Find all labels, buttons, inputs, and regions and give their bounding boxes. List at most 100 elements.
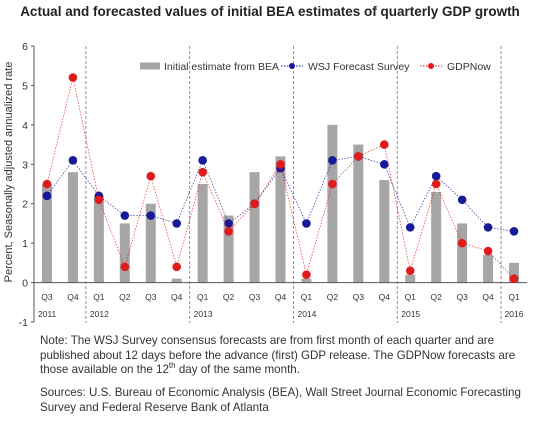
bar xyxy=(275,156,286,283)
y-axis-title: Percent, Seasonally adjusted annualized … xyxy=(3,62,15,283)
year-label: 2014 xyxy=(297,309,316,319)
data-point xyxy=(457,238,467,248)
bar xyxy=(93,195,104,283)
y-tick-label: -1 xyxy=(19,317,28,329)
y-tick-label: 5 xyxy=(22,80,28,92)
x-tick-label: Q1 xyxy=(301,292,313,302)
x-tick-label: Q3 xyxy=(145,292,157,302)
bar xyxy=(197,184,208,283)
x-tick-label: Q4 xyxy=(482,292,494,302)
bar xyxy=(379,180,390,283)
bar xyxy=(483,254,494,283)
data-point xyxy=(146,211,156,220)
x-tick-label: Q1 xyxy=(508,292,520,302)
data-point xyxy=(68,73,78,82)
y-tick-label: 1 xyxy=(22,238,28,250)
legend-label: GDPNow xyxy=(447,61,491,73)
legend-label: WSJ Forecast Survey xyxy=(308,61,410,73)
data-point xyxy=(405,223,415,232)
data-point xyxy=(68,156,78,165)
bar xyxy=(457,223,468,283)
y-tick-label: 2 xyxy=(22,199,28,211)
bar xyxy=(301,278,312,283)
x-tick-label: Q4 xyxy=(275,292,287,302)
data-point xyxy=(379,140,389,149)
year-label: 2011 xyxy=(38,309,57,319)
data-point xyxy=(94,195,104,205)
data-point xyxy=(509,227,519,236)
x-tick-label: Q2 xyxy=(223,292,235,302)
bar xyxy=(119,223,130,283)
data-point xyxy=(224,219,233,228)
data-point xyxy=(328,179,337,189)
year-label: 2012 xyxy=(90,309,109,319)
data-point xyxy=(224,227,233,236)
bar xyxy=(41,184,52,283)
bar xyxy=(171,278,182,283)
bar xyxy=(431,191,442,283)
note-superscript: th xyxy=(168,361,176,371)
data-point xyxy=(431,171,441,181)
bar xyxy=(327,124,338,283)
note-part2: day of the same month. xyxy=(175,363,300,376)
legend-swatch-bar xyxy=(140,62,160,70)
axes-layer: -1 0 1 2 3 4 5 6 Q3 Q4 Q1 Q2 Q3 Q4 Q1 Q2 Q3 Q4 Q1 Q2 Q3 Q4 Q1 Q… xyxy=(19,41,527,329)
x-tick-label: Q4 xyxy=(379,292,391,302)
bar xyxy=(145,203,156,283)
legend-label: Initial estimate from BEA xyxy=(164,61,279,73)
data-point xyxy=(172,262,182,272)
x-tick-label: Q2 xyxy=(119,292,131,302)
data-point xyxy=(483,223,493,232)
bar xyxy=(249,172,260,283)
data-point xyxy=(146,171,156,181)
legend-swatch-marker xyxy=(289,63,295,69)
year-label: 2013 xyxy=(194,309,213,319)
y-tick-label: 4 xyxy=(22,120,28,132)
bar xyxy=(223,215,234,283)
data-point xyxy=(42,179,52,189)
data-point xyxy=(120,211,130,220)
data-point xyxy=(483,246,493,256)
data-point xyxy=(302,270,311,279)
bar xyxy=(353,144,364,283)
y-tick-label: 6 xyxy=(22,41,28,53)
note-part1: Note: The WSJ Survey consensus forecasts… xyxy=(40,334,516,376)
bar xyxy=(509,262,520,283)
bar xyxy=(67,172,78,283)
year-label: 2015 xyxy=(401,309,420,319)
x-tick-label: Q1 xyxy=(197,292,209,302)
legend-swatch-marker xyxy=(428,63,434,69)
legend: Initial estimate from BEA WSJ Forecast Su… xyxy=(140,61,491,73)
x-tick-label: Q4 xyxy=(67,292,79,302)
y-tick-label: 3 xyxy=(22,159,28,171)
x-tick-label: Q3 xyxy=(41,292,53,302)
x-tick-label: Q1 xyxy=(93,292,105,302)
sources-text: Sources: U.S. Bureau of Economic Analysi… xyxy=(40,386,521,414)
chart-title: Actual and forecasted values of initial … xyxy=(20,4,520,19)
y-tick-label: 0 xyxy=(22,278,28,290)
bars-layer xyxy=(41,124,520,283)
x-tick-label: Q3 xyxy=(249,292,261,302)
chart-plot: -1 0 1 2 3 4 5 6 Q3 Q4 Q1 Q2 Q3 Q4 Q1 Q2 Q3 Q4 Q1 Q2 Q3 Q4 Q1 Q… xyxy=(3,41,527,329)
lines-layer xyxy=(42,73,519,283)
data-point xyxy=(198,167,207,177)
data-point xyxy=(198,156,207,165)
year-label: 2016 xyxy=(505,309,524,319)
data-point xyxy=(302,219,311,228)
data-point xyxy=(172,219,182,228)
data-point xyxy=(42,191,52,201)
data-point xyxy=(379,159,389,169)
data-point xyxy=(405,266,415,276)
x-tick-label: Q4 xyxy=(171,292,183,302)
data-point xyxy=(250,199,259,209)
data-point xyxy=(276,159,285,169)
x-tick-label: Q1 xyxy=(405,292,417,302)
note-text: Note: The WSJ Survey consensus forecasts… xyxy=(40,334,530,378)
data-point xyxy=(328,156,337,165)
data-point xyxy=(457,195,467,205)
bar xyxy=(405,274,416,283)
data-point xyxy=(354,152,363,161)
data-point xyxy=(120,262,130,272)
data-point xyxy=(509,274,519,283)
x-tick-label: Q2 xyxy=(431,292,443,302)
